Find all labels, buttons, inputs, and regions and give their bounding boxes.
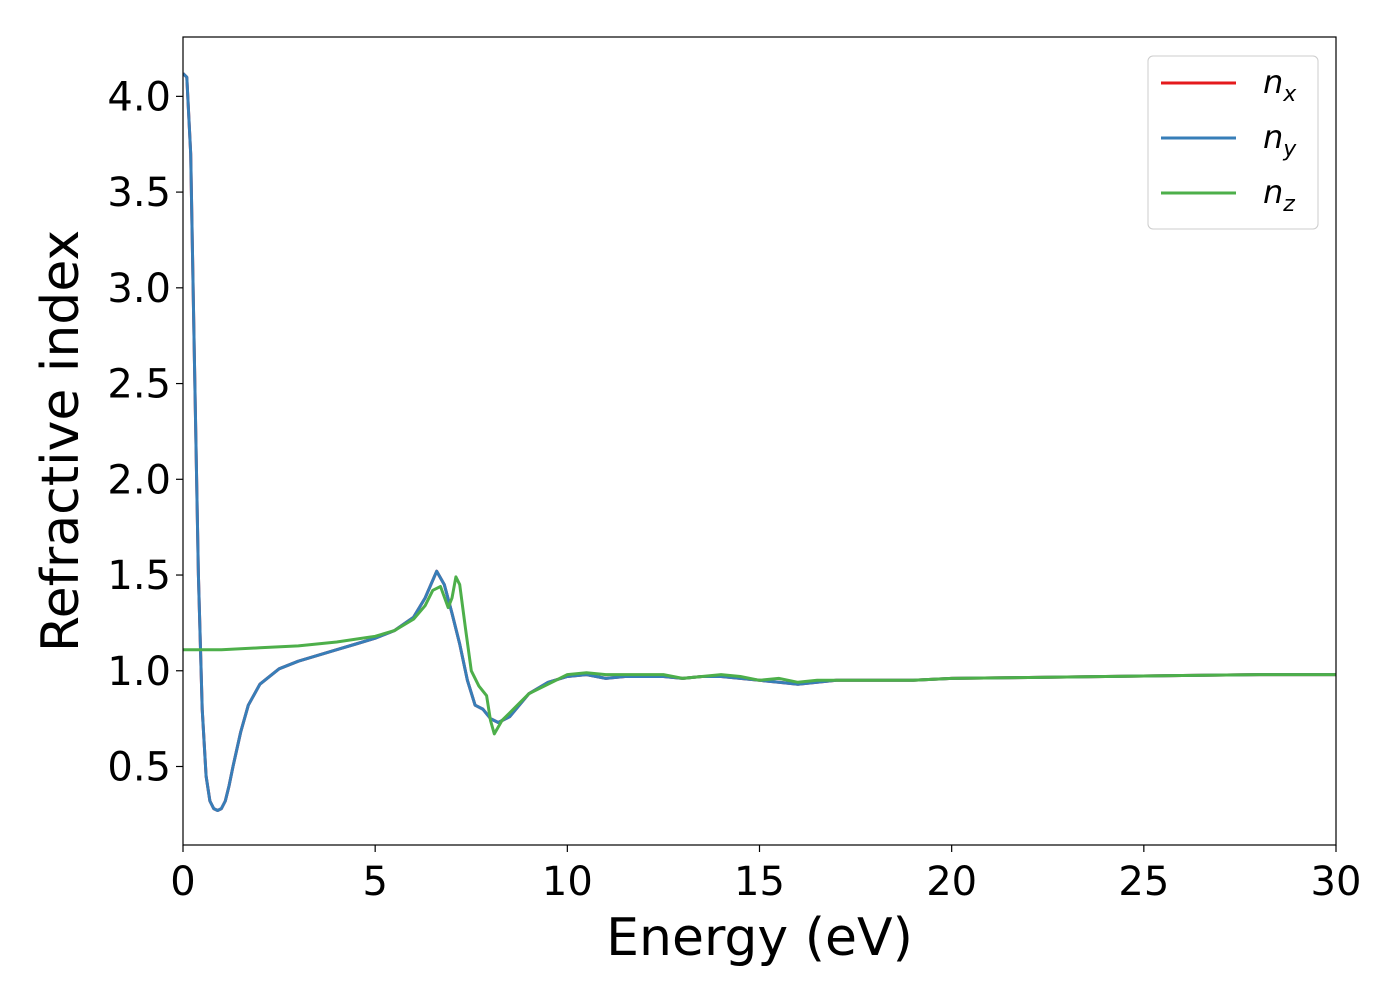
legend-label: ny: [1263, 118, 1297, 162]
x-axis-ticks: 0 5 10 15 20 25 30: [170, 845, 1361, 905]
y-axis-title: Refractive index: [31, 230, 91, 652]
series-line-z: [183, 575, 1336, 736]
x-tick-label: 20: [926, 859, 977, 905]
x-axis-title: Energy (eV): [606, 908, 913, 968]
legend: nx ny nz: [1147, 55, 1319, 230]
y-tick-label: 2.5: [107, 362, 171, 408]
series-line-y: [183, 72, 1336, 812]
legend-label: nz: [1263, 173, 1295, 217]
y-axis-ticks: 0.5 1.0 1.5 2.0 2.5 3.0 3.5 4.0: [107, 74, 183, 790]
y-tick-label: 0.5: [107, 744, 171, 790]
y-tick-label: 3.5: [107, 170, 171, 216]
x-tick-label: 25: [1118, 859, 1169, 905]
y-tick-label: 2.0: [107, 457, 171, 503]
series-layer: [183, 72, 1336, 812]
y-tick-label: 1.0: [107, 649, 171, 695]
x-tick-label: 10: [542, 859, 593, 905]
legend-box: [1147, 55, 1319, 230]
x-tick-label: 30: [1311, 859, 1362, 905]
y-tick-label: 4.0: [107, 74, 171, 120]
y-tick-label: 1.5: [107, 553, 171, 599]
x-tick-label: 5: [362, 859, 387, 905]
x-tick-label: 15: [734, 859, 785, 905]
legend-label: nx: [1263, 63, 1297, 107]
y-tick-label: 3.0: [107, 266, 171, 312]
x-tick-label: 0: [170, 859, 195, 905]
